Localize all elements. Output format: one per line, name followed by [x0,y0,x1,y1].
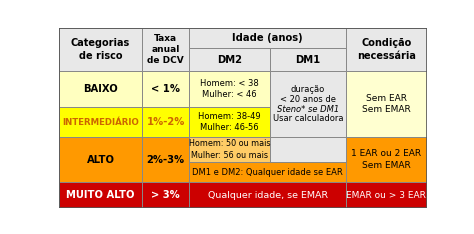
Bar [346,71,427,137]
Text: DM1 e DM2: Qualquer idade se EAR: DM1 e DM2: Qualquer idade se EAR [192,168,343,177]
Text: Homem: < 38
Mulher: < 46: Homem: < 38 Mulher: < 46 [200,79,259,99]
Text: Sem EAR
Sem EMAR: Sem EAR Sem EMAR [362,94,411,114]
Text: MUITO ALTO: MUITO ALTO [66,190,135,200]
Bar [142,182,189,208]
Bar [270,71,346,137]
Text: 1%-2%: 1%-2% [146,117,185,127]
Text: DM1: DM1 [295,55,320,65]
Text: Categorias
de risco: Categorias de risco [71,38,130,61]
Bar [189,48,270,71]
Bar [346,28,427,71]
Text: EMAR ou > 3 EAR: EMAR ou > 3 EAR [346,191,426,200]
Bar [270,137,346,162]
Text: Usar calculadora: Usar calculadora [273,114,343,123]
Bar [346,182,427,208]
Text: BAIXO: BAIXO [83,84,118,94]
Bar [59,71,142,107]
Bar [270,48,346,71]
Text: Homem: 38-49
Mulher: 46-56: Homem: 38-49 Mulher: 46-56 [198,112,261,132]
Bar [59,107,142,137]
Bar [142,71,189,107]
Text: < 20 anos de: < 20 anos de [280,95,336,104]
Text: < 1%: < 1% [151,84,180,94]
Text: 2%-3%: 2%-3% [146,155,184,165]
Text: Homem: 50 ou mais
Mulher: 56 ou mais: Homem: 50 ou mais Mulher: 56 ou mais [189,139,270,160]
Bar [189,137,270,162]
Text: Taxa
anual
de DCV: Taxa anual de DCV [147,33,184,66]
Bar [189,71,270,107]
Bar [346,137,427,182]
Text: duração: duração [291,85,325,94]
Text: Qualquer idade, se EMAR: Qualquer idade, se EMAR [208,191,328,200]
Text: > 3%: > 3% [151,190,180,200]
Text: Condição
necessária: Condição necessária [357,38,416,61]
Bar [59,28,142,71]
Text: Steno* se DM1: Steno* se DM1 [277,105,339,113]
Bar [142,28,189,71]
Bar [142,137,189,182]
Text: Idade (anos): Idade (anos) [232,33,303,43]
Bar [189,107,270,137]
Text: 1 EAR ou 2 EAR
Sem EMAR: 1 EAR ou 2 EAR Sem EMAR [351,149,421,170]
Text: ALTO: ALTO [87,155,115,165]
Bar [189,28,346,48]
Bar [142,107,189,137]
Bar [59,137,142,182]
Text: DM2: DM2 [217,55,242,65]
Bar [189,162,346,182]
Text: INTERMEDIÁRIO: INTERMEDIÁRIO [62,117,139,127]
Bar [189,182,346,208]
Bar [59,182,142,208]
